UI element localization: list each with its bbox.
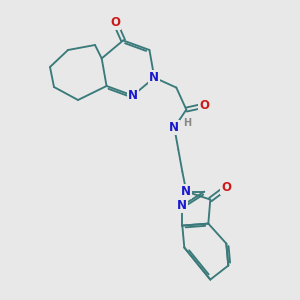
Text: O: O <box>199 99 209 112</box>
Text: N: N <box>149 71 159 84</box>
Text: N: N <box>177 199 187 212</box>
Text: N: N <box>169 121 179 134</box>
Text: N: N <box>128 89 138 102</box>
Text: O: O <box>221 181 231 194</box>
Text: O: O <box>110 16 120 29</box>
Text: H: H <box>183 118 191 128</box>
Text: N: N <box>181 185 191 198</box>
